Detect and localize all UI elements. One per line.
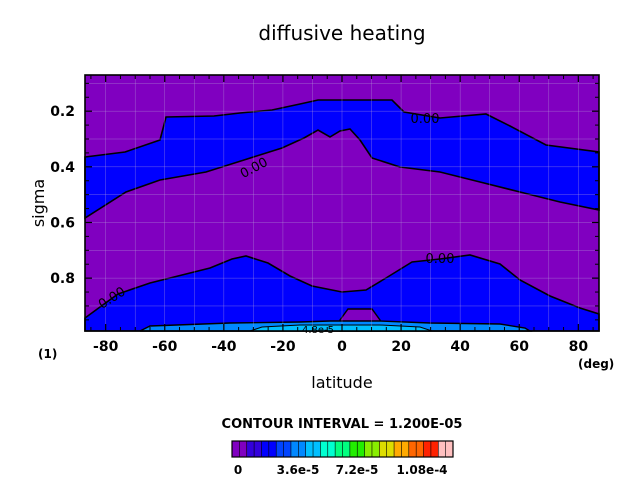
- x-tick-label: 80: [569, 339, 589, 355]
- x-tick-label: 20: [391, 339, 411, 355]
- colorbar-frame: [231, 440, 454, 458]
- colorbar-tick-label: 3.6e-5: [277, 463, 320, 477]
- contour-label-upper-right: 0.00: [411, 112, 440, 127]
- contour-interval-label: CONTOUR INTERVAL = 1.200E-05: [222, 417, 463, 432]
- x-tick-label: -40: [211, 339, 237, 355]
- y-axis-label: sigma: [29, 179, 48, 227]
- corner-label: (1): [38, 347, 57, 361]
- chart-title: diffusive heating: [258, 21, 425, 45]
- x-tick-label: 0: [337, 339, 347, 355]
- y-tick-label: 0.2: [50, 104, 75, 120]
- plot-area: [84, 74, 600, 332]
- colorbar: [232, 441, 454, 457]
- contour-label-surface: 4.8e-5: [302, 325, 334, 336]
- x-axis-label: latitude: [311, 373, 372, 392]
- contour-label-lower-right: 0.00: [426, 252, 455, 267]
- contour-region-upper-blue: [84, 99, 600, 220]
- colorbar-tick-label: 7.2e-5: [336, 463, 379, 477]
- x-tick-label: 60: [509, 339, 529, 355]
- x-tick-label: -80: [93, 339, 119, 355]
- grid-lines: [85, 75, 599, 331]
- x-tick-label: 40: [450, 339, 470, 355]
- x-tick-label: -20: [270, 339, 296, 355]
- y-tick-label: 0.6: [50, 215, 75, 231]
- colorbar-tick-label: 0: [234, 463, 242, 477]
- x-axis-ticks: -80 -60 -40 -20 0 20 40 60 80: [90, 75, 594, 355]
- colorbar-tick-label: 1.08e-4: [396, 463, 447, 477]
- contour-region-surface-core: [249, 324, 433, 332]
- x-axis-unit: (deg): [578, 357, 614, 371]
- y-axis-ticks: 0.2 0.4 0.6 0.8: [50, 82, 599, 321]
- y-tick-label: 0.8: [50, 271, 75, 287]
- x-tick-label: -60: [152, 339, 178, 355]
- y-tick-label: 0.4: [50, 160, 75, 176]
